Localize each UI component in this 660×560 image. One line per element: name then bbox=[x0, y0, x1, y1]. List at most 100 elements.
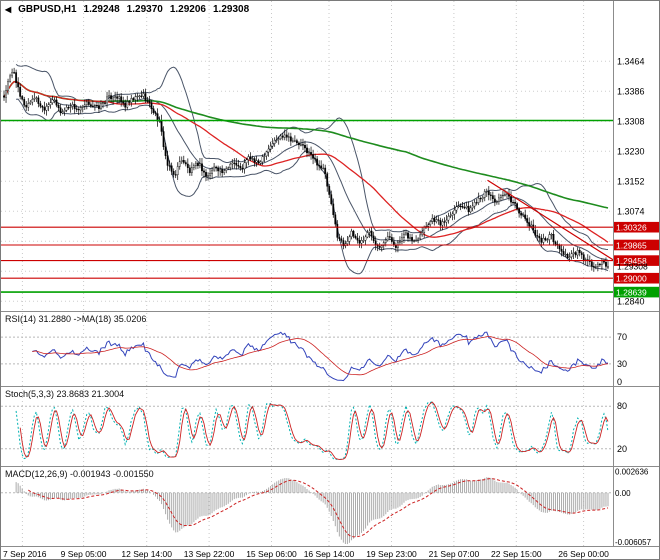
candle-body bbox=[433, 218, 436, 222]
candle-body bbox=[449, 215, 452, 217]
low-value: 1.29206 bbox=[169, 4, 206, 15]
candle-body bbox=[53, 99, 56, 101]
candle-body bbox=[57, 104, 60, 108]
candle-body bbox=[534, 229, 537, 236]
candle-body bbox=[550, 233, 553, 236]
candle-body bbox=[518, 208, 521, 214]
candle-body bbox=[332, 203, 335, 215]
price-axis-label: 1.2840 bbox=[617, 296, 645, 306]
candle-body bbox=[495, 201, 498, 203]
candle-body bbox=[102, 102, 104, 104]
candle-body bbox=[285, 134, 288, 138]
candle-body bbox=[500, 195, 502, 199]
candle-body bbox=[540, 237, 543, 243]
candle-body bbox=[27, 103, 30, 108]
candle-body bbox=[138, 95, 141, 97]
candle-body bbox=[526, 218, 529, 223]
candle-body bbox=[308, 152, 310, 154]
candle-body bbox=[134, 96, 137, 101]
candle-body bbox=[354, 235, 357, 239]
candle-body bbox=[227, 167, 230, 169]
candle-body bbox=[273, 140, 276, 144]
candle-body bbox=[217, 167, 220, 172]
candle-body bbox=[271, 143, 274, 147]
candle-body bbox=[457, 205, 460, 208]
candle-body bbox=[435, 219, 438, 223]
candle-body bbox=[409, 237, 411, 239]
candle-body bbox=[257, 160, 260, 164]
candle-body bbox=[287, 136, 290, 138]
candle-body bbox=[3, 95, 5, 98]
candle-body bbox=[320, 165, 323, 169]
macd-axis-label: -0.006057 bbox=[615, 538, 652, 547]
candle-body bbox=[241, 167, 244, 170]
price-axis-label: 1.3464 bbox=[617, 56, 645, 66]
candle-body bbox=[205, 172, 207, 177]
candle-body bbox=[522, 214, 525, 216]
candle-body bbox=[112, 97, 114, 100]
candle-body bbox=[281, 135, 284, 138]
candle-body bbox=[209, 173, 211, 176]
price-axis-label: 1.3308 bbox=[617, 116, 645, 126]
macd-axis-label: 0.002636 bbox=[615, 468, 649, 477]
candle-body bbox=[100, 103, 102, 109]
macd-axis-label: 0.00 bbox=[615, 489, 631, 498]
candle-body bbox=[263, 155, 266, 158]
time-axis: 7 Sep 2016 9 Sep 05:00 12 Sep 14:00 13 Sep … bbox=[3, 549, 609, 559]
candle-body bbox=[514, 201, 516, 204]
time-axis-label: 7 Sep 2016 bbox=[3, 549, 47, 559]
candle-body bbox=[413, 240, 415, 242]
candle-body bbox=[17, 82, 20, 88]
candle-body bbox=[195, 162, 197, 167]
candle-body bbox=[130, 98, 133, 103]
candle-body bbox=[431, 218, 434, 222]
candle-body bbox=[356, 237, 359, 241]
candle-body bbox=[49, 102, 52, 105]
candle-body bbox=[459, 205, 462, 208]
candle-body bbox=[465, 205, 468, 208]
candle-body bbox=[481, 197, 484, 200]
candle-body bbox=[249, 156, 252, 160]
candle-body bbox=[79, 107, 82, 111]
bollinger-bands bbox=[15, 63, 609, 275]
candle-body bbox=[65, 107, 68, 111]
candle-body bbox=[182, 159, 185, 163]
price-level-badge bbox=[614, 286, 659, 298]
candle-body bbox=[304, 144, 306, 149]
candle-body bbox=[85, 101, 88, 105]
time-axis-label: 9 Sep 05:00 bbox=[61, 549, 107, 559]
time-axis-label: 19 Sep 23:00 bbox=[366, 549, 417, 559]
candle-body bbox=[275, 139, 278, 141]
candle-body bbox=[493, 198, 496, 203]
candle-body bbox=[594, 266, 597, 268]
rsi-indicator-label: RSI(14) 31.2880 ->MA(18) 35.0206 bbox=[5, 314, 147, 324]
price-level-badge bbox=[614, 272, 659, 284]
candle-body bbox=[368, 230, 371, 233]
trendline[interactable] bbox=[487, 179, 614, 261]
candle-body bbox=[599, 263, 601, 266]
candle-body bbox=[188, 167, 191, 173]
candle-body bbox=[91, 105, 94, 107]
candle-body bbox=[461, 205, 464, 208]
candle-body bbox=[568, 256, 571, 258]
candle-body bbox=[607, 266, 609, 268]
price-level-badge-label: 1.30326 bbox=[616, 223, 647, 233]
candle-body bbox=[160, 120, 163, 132]
candle-body bbox=[310, 152, 312, 155]
candle-body bbox=[601, 260, 603, 265]
stoch-indicator-label: Stoch(5,3,3) 23.8683 21.3004 bbox=[5, 389, 125, 399]
candle-body bbox=[15, 72, 18, 84]
candle-body bbox=[29, 101, 32, 104]
candle-body bbox=[291, 140, 294, 142]
candle-body bbox=[223, 170, 226, 173]
candle-body bbox=[215, 166, 218, 169]
candle-body bbox=[510, 196, 512, 203]
candle-body bbox=[401, 237, 403, 243]
candle-body bbox=[479, 197, 482, 200]
time-axis-label: 22 Sep 15:00 bbox=[491, 549, 542, 559]
candle-body bbox=[55, 99, 58, 106]
candle-body bbox=[350, 230, 353, 238]
candle-body bbox=[142, 93, 145, 97]
candle-body bbox=[415, 239, 417, 242]
